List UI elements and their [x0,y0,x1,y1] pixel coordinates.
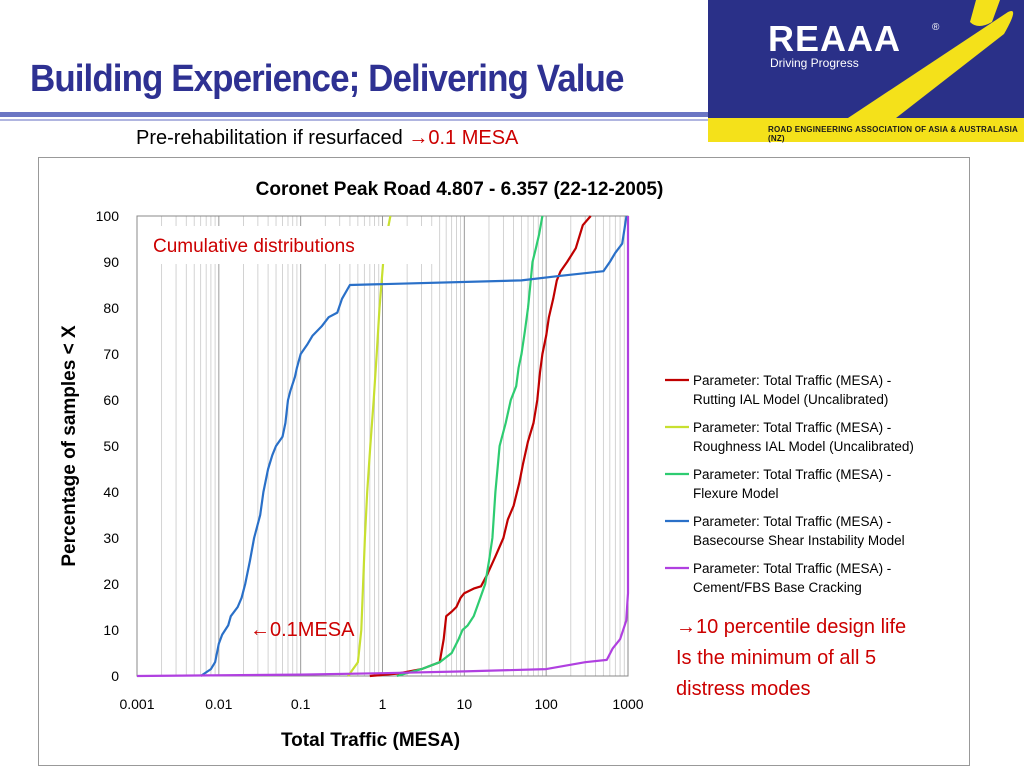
y-tick-label: 80 [103,300,119,316]
callout-right-line-3: distress modes [676,678,811,700]
legend-label: Parameter: Total Traffic (MESA) - [693,561,891,576]
legend-label: Parameter: Total Traffic (MESA) - [693,467,891,482]
series-line-flexure [396,215,544,678]
series-line-basecourse-shear [200,215,628,677]
organization-name: ROAD ENGINEERING ASSOCIATION OF ASIA & A… [768,125,1018,143]
y-tick-label: 90 [103,254,119,270]
series-line-rutting [369,215,592,678]
legend-label-detail: Basecourse Shear Instability Model [693,533,905,548]
x-tick-label: 0.001 [119,696,154,712]
x-tick-label: 100 [534,696,558,712]
subtitle-highlight: →0.1 MESA [408,127,519,149]
x-tick-label: 10 [457,696,473,712]
y-axis-label: Percentage of samples < X [59,325,80,567]
legend-label: Parameter: Total Traffic (MESA) - [693,420,891,435]
series-line-cement-fbs-cracking [136,216,630,678]
legend-label: Parameter: Total Traffic (MESA) - [693,514,891,529]
x-tick-label: 0.01 [205,696,232,712]
x-tick-label: 1000 [612,696,643,712]
legend-label-detail: Rutting IAL Model (Uncalibrated) [693,392,888,407]
callout-right-line-1: →10 percentile design life [676,616,907,638]
organization-bar: ROAD ENGINEERING ASSOCIATION OF ASIA & A… [708,118,1024,143]
x-tick-label: 1 [379,696,387,712]
y-tick-label: 60 [103,392,119,408]
annotation-box [147,226,435,264]
slide-title: Building Experience; Delivering Value [30,58,624,100]
subtitle-text: Pre-rehabilitation if resurfaced [136,127,409,149]
y-tick-label: 10 [103,622,119,638]
cumulative-distribution-chart: Coronet Peak Road 4.807 - 6.357 (22-12-2… [59,179,914,751]
x-tick-label: 0.1 [291,696,311,712]
title-underline-thin [0,119,708,121]
y-tick-label: 0 [111,668,119,684]
chart-frame: Coronet Peak Road 4.807 - 6.357 (22-12-2… [38,157,970,766]
y-tick-label: 20 [103,576,119,592]
y-tick-label: 50 [103,438,119,454]
legend-label-detail: Cement/FBS Base Cracking [693,580,862,595]
chart-title: Coronet Peak Road 4.807 - 6.357 (22-12-2… [256,179,664,200]
callout-left: ←0.1MESA [250,619,355,641]
logo-tagline: Driving Progress [770,56,859,70]
x-axis-label: Total Traffic (MESA) [281,730,460,751]
annotation-text: Cumulative distributions [153,236,355,257]
legend-label-detail: Roughness IAL Model (Uncalibrated) [693,439,914,454]
y-tick-label: 100 [96,208,120,224]
y-tick-label: 70 [103,346,119,362]
legend-label: Parameter: Total Traffic (MESA) - [693,373,891,388]
title-underline [0,112,708,117]
reaaa-logo: REAAA ® Driving Progress [708,0,1024,118]
logo-swoosh-icon [848,0,1014,118]
logo-registered-mark: ® [932,22,940,33]
callout-right: →10 percentile design life Is the minimu… [676,612,906,705]
legend-label-detail: Flexure Model [693,486,779,501]
y-tick-label: 40 [103,484,119,500]
y-tick-label: 30 [103,530,119,546]
logo-name: REAAA [768,18,902,59]
slide-subtitle: Pre-rehabilitation if resurfaced →0.1 ME… [136,127,518,150]
callout-right-line-2: Is the minimum of all 5 [676,647,877,669]
